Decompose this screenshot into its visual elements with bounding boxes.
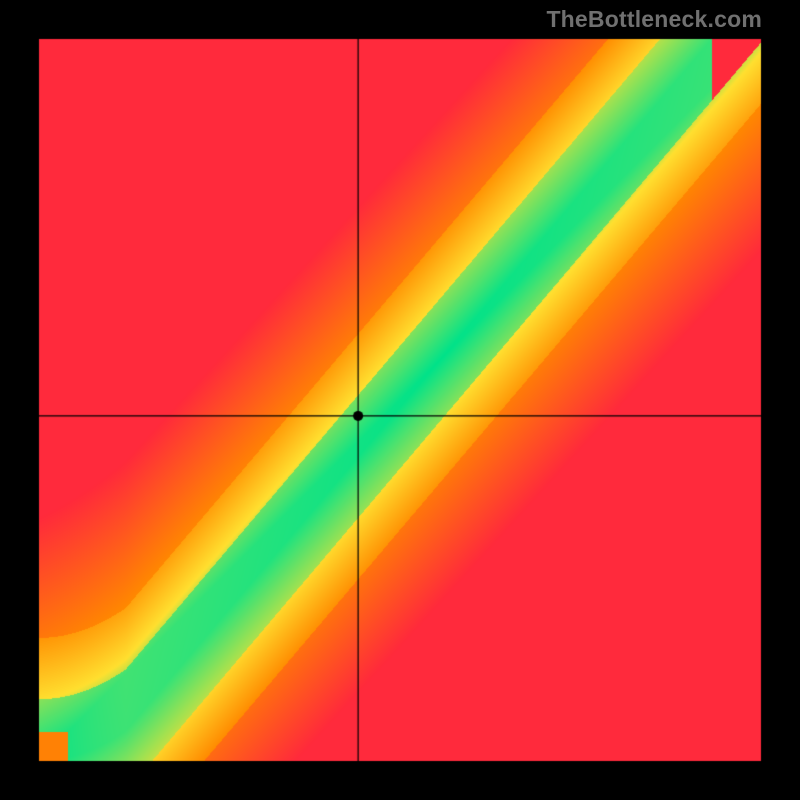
chart-container: TheBottleneck.com: [0, 0, 800, 800]
watermark-text: TheBottleneck.com: [546, 6, 762, 33]
bottleneck-heatmap: [0, 0, 800, 800]
